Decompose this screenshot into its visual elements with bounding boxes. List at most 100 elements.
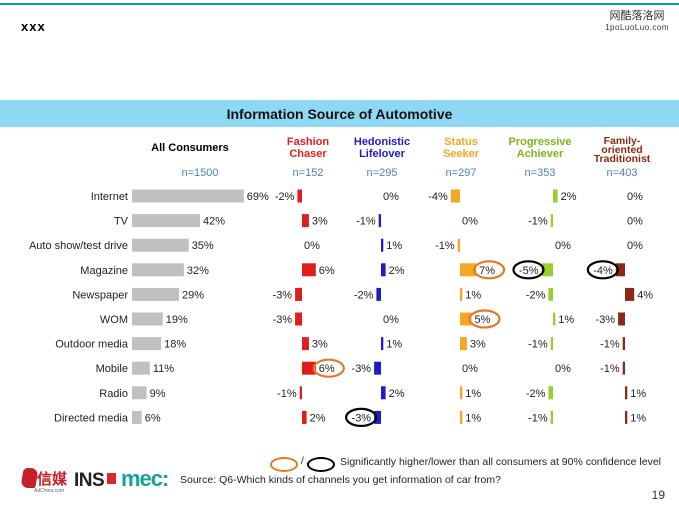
segment-value-label-s3: -1% (528, 339, 548, 351)
header-label: xxx (21, 19, 46, 34)
segment-bar-s0 (302, 214, 309, 228)
header-s4-line-0: Family- (604, 135, 641, 147)
segment-value-label-s1: 1% (386, 240, 402, 252)
category-label: Newspaper (72, 289, 128, 301)
segment-bar-s1 (381, 238, 384, 252)
significance-oval-higher (473, 260, 506, 280)
all-consumers-bar (132, 312, 163, 326)
segment-bar-s3 (550, 337, 553, 351)
header-all-line-0: All Consumers (151, 142, 229, 154)
all-consumers-bar (132, 386, 147, 400)
segment-bar-s3 (550, 214, 553, 228)
segment-bar-s4 (618, 312, 625, 326)
legend-text: Significantly higher/lower than all cons… (340, 456, 662, 468)
significance-oval-higher (468, 309, 501, 329)
adchina-logo-text: 信媒 (37, 470, 68, 488)
significance-oval-lower (345, 407, 378, 427)
segment-value-label-s4: -4% (593, 265, 613, 277)
segment-bar-s3 (548, 386, 553, 400)
n-count-4: n=353 (525, 167, 556, 179)
segment-value-label-s0: -3% (273, 289, 293, 301)
header-s2-line-0: Status (444, 136, 478, 148)
all-consumers-bar (132, 189, 244, 203)
header-s2-line-1: Seeker (443, 148, 480, 160)
all-consumers-value-label: 42% (203, 216, 225, 228)
source-note: Source: Q6-Which kinds of channels you g… (180, 474, 501, 486)
all-consumers-bar (132, 263, 184, 277)
segment-value-label-s4: -1% (600, 363, 620, 375)
category-label: Internet (91, 191, 128, 203)
segment-bar-s1 (381, 263, 386, 277)
all-consumers-bar (132, 238, 189, 252)
segment-bar-s2 (460, 410, 463, 424)
all-consumers-value-label: 9% (150, 388, 166, 400)
segment-value-label-s2: 0% (462, 363, 478, 375)
segment-bar-s4 (622, 361, 625, 375)
category-label: Magazine (80, 265, 128, 277)
segment-bar-s2 (457, 238, 460, 252)
all-consumers-value-label: 35% (192, 240, 214, 252)
all-consumers-bar (132, 361, 150, 375)
all-consumers-value-label: 11% (153, 363, 174, 375)
header-s0-line-1: Chaser (289, 148, 327, 160)
segment-value-label-s1: 2% (389, 265, 405, 277)
segment-value-label-s3: 0% (555, 240, 571, 252)
segment-value-label-s1: 0% (383, 314, 399, 326)
segment-bar-s4 (625, 287, 635, 301)
segment-value-label-s0: -2% (275, 191, 295, 203)
segment-value-label-s2: 7% (479, 265, 495, 277)
segment-value-label-s4: 1% (630, 412, 646, 424)
header-s4-line-1: oriented (601, 144, 642, 156)
segment-value-label-s2: 1% (465, 412, 481, 424)
segment-value-label-s4: 0% (627, 191, 643, 203)
category-label: Directed media (54, 412, 129, 424)
segment-bar-s1 (381, 337, 384, 351)
segment-value-label-s1: -3% (352, 412, 372, 424)
segment-value-label-s4: 0% (627, 240, 643, 252)
legend-slash: / (301, 456, 304, 467)
segment-value-label-s3: 2% (561, 191, 577, 203)
segment-value-label-s3: -2% (526, 289, 546, 301)
significance-oval-lower (512, 260, 545, 280)
segment-value-label-s2: -4% (428, 191, 448, 203)
page-number: 19 (651, 488, 665, 502)
segment-value-label-s2: 1% (465, 388, 481, 400)
segment-value-label-s2: 5% (475, 314, 491, 326)
segment-bar-s0 (299, 386, 302, 400)
segment-bar-s0 (295, 287, 302, 301)
segment-value-label-s1: -2% (354, 289, 374, 301)
segment-bar-s2 (460, 312, 472, 326)
segment-value-label-s3: -2% (526, 388, 546, 400)
segment-bar-s1 (376, 287, 381, 301)
segment-bar-s3 (548, 287, 553, 301)
segment-value-label-s0: -1% (277, 388, 297, 400)
header-s3-line-0: Progressive (509, 136, 572, 148)
segment-value-label-s4: 1% (630, 388, 646, 400)
segment-bar-s0 (295, 312, 302, 326)
n-count-1: n=152 (293, 167, 324, 179)
header-s4-line-2: Traditionist (594, 153, 651, 165)
segment-bar-s0 (302, 361, 316, 375)
all-consumers-bar (132, 214, 201, 228)
segment-value-label-s4: -1% (600, 339, 620, 351)
segment-value-label-s0: 0% (304, 240, 320, 252)
lower-oval-icon (307, 457, 335, 472)
watermark: 网酷落洛网 1poLuoLuo.com (605, 10, 669, 34)
significance-oval-higher (312, 358, 345, 378)
ins-logo-mark-icon (107, 473, 116, 484)
segment-value-label-s0: 6% (319, 265, 335, 277)
segment-value-label-s2: 3% (470, 339, 486, 351)
n-count-3: n=297 (446, 167, 477, 179)
segment-bar-s2 (460, 263, 477, 277)
segment-value-label-s2: 1% (465, 289, 481, 301)
segment-bar-s4 (622, 337, 625, 351)
watermark-line1: 网酷落洛网 (609, 10, 665, 22)
segment-bar-s3 (550, 410, 553, 424)
segment-value-label-s2: -1% (435, 240, 455, 252)
segment-value-label-s1: 2% (389, 388, 405, 400)
segment-value-label-s4: 0% (627, 216, 643, 228)
segment-value-label-s0: 2% (310, 412, 326, 424)
segment-value-label-s3: 0% (555, 363, 571, 375)
segment-bar-s3 (541, 263, 553, 277)
